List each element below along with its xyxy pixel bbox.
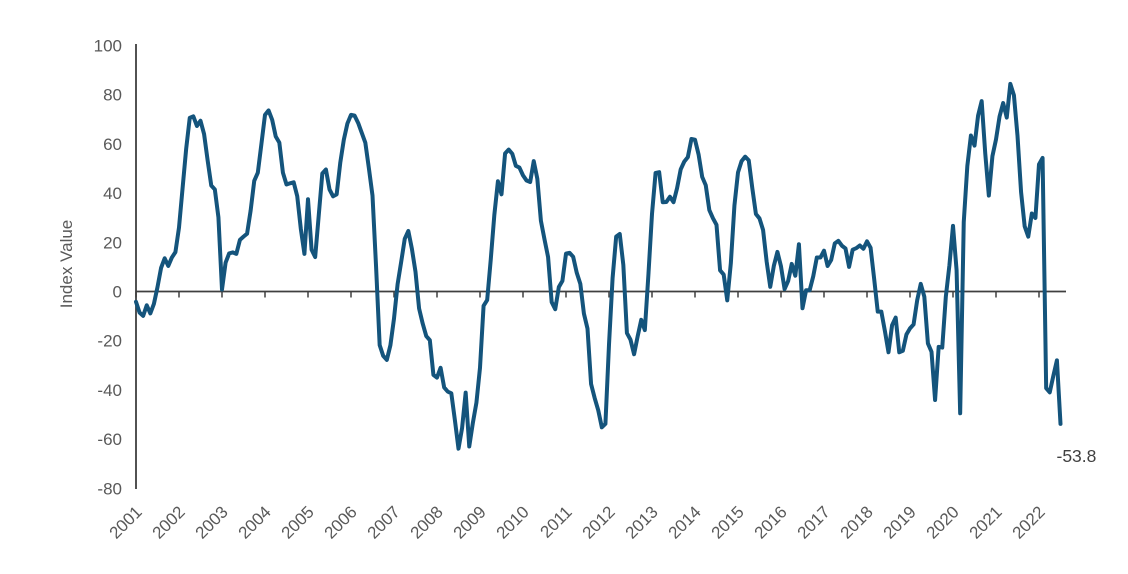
x-tick-label: 2016 bbox=[751, 502, 791, 542]
y-tick-label: 20 bbox=[103, 233, 122, 252]
x-tick-label: 2019 bbox=[880, 502, 920, 542]
x-tick-label: 2009 bbox=[450, 502, 490, 542]
x-tick-label: 2011 bbox=[537, 502, 576, 541]
y-axis-title: Index Value bbox=[57, 220, 76, 309]
x-tick-label: 2004 bbox=[235, 502, 275, 542]
y-tick-label: -20 bbox=[97, 332, 122, 351]
x-tick-label: 2022 bbox=[1009, 502, 1049, 542]
y-tick-label: -80 bbox=[97, 479, 122, 498]
x-tick-label: 2013 bbox=[622, 502, 662, 542]
y-tick-label: 0 bbox=[113, 283, 122, 302]
y-tick-label: 60 bbox=[103, 135, 122, 154]
x-tick-label: 2021 bbox=[966, 502, 1006, 542]
x-tick-label: 2002 bbox=[149, 502, 189, 542]
x-tick-label: 2012 bbox=[579, 502, 619, 542]
y-tick-label: 80 bbox=[103, 86, 122, 105]
x-tick-label: 2017 bbox=[794, 502, 834, 542]
x-tick-label: 2015 bbox=[708, 502, 748, 542]
y-tick-label: 40 bbox=[103, 184, 122, 203]
x-tick-label: 2006 bbox=[321, 502, 361, 542]
y-tick-label: 100 bbox=[94, 37, 122, 56]
x-tick-label: 2020 bbox=[923, 502, 963, 542]
y-tick-label: -60 bbox=[97, 430, 122, 449]
data-line bbox=[134, 81, 1063, 451]
x-tick-label: 2007 bbox=[364, 502, 404, 542]
x-tick-label: 2008 bbox=[407, 502, 447, 542]
x-tick-label: 2018 bbox=[837, 502, 877, 542]
x-tick-label: 2005 bbox=[278, 502, 318, 542]
x-tick-label: 2014 bbox=[665, 502, 705, 542]
y-tick-label: -40 bbox=[97, 381, 122, 400]
x-tick-label: 2003 bbox=[192, 502, 232, 542]
x-tick-label: 2010 bbox=[493, 502, 533, 542]
x-tick-label: 2001 bbox=[106, 502, 146, 542]
last-value-label: -53.8 bbox=[1057, 446, 1097, 466]
